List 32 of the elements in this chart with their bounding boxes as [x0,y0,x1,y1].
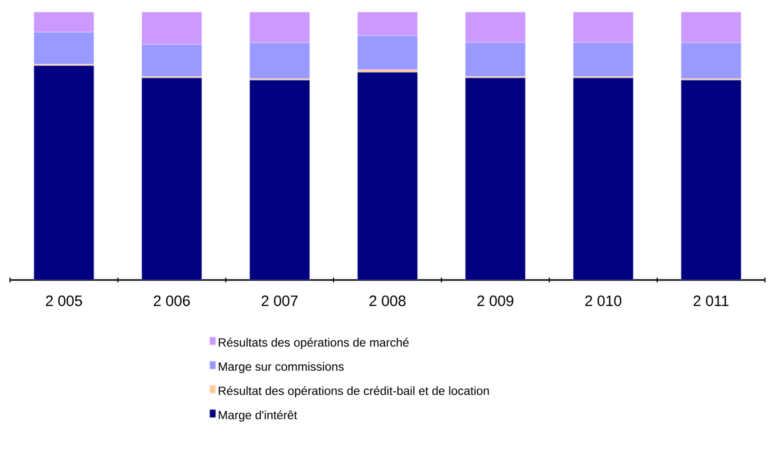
x-tick-label: 2 006 [154,296,190,306]
x-tick-label: 2 005 [46,296,82,306]
x-tick-label: 2 009 [477,296,514,306]
bar [573,12,634,43]
bar [680,80,742,280]
bar [465,78,526,280]
bar [573,42,634,77]
bar [249,12,310,44]
legend-label: Marge sur commissions [218,362,344,374]
bar [34,32,94,64]
legend-label: Marge d'intérêt [218,410,298,422]
bar [680,12,742,44]
bar [34,12,94,32]
bar [465,12,526,43]
x-tick-label: 2 007 [262,296,298,306]
bar [142,12,202,45]
bar [34,65,94,280]
bar [680,42,742,79]
x-tick-label: 2 008 [370,296,406,306]
bar [357,72,418,280]
bar [249,80,310,280]
legend-label: Résultats des opérations de marché [218,338,409,350]
legend-label: Résultat des opérations de crédit-bail et de location [218,386,489,398]
bar [465,42,526,77]
bar [357,35,418,70]
bar [142,44,202,77]
bar [357,12,418,36]
x-tick-label: 2 010 [585,296,622,306]
bar [573,78,634,280]
x-tick-label: 2 011 [694,296,728,306]
bar [142,78,202,280]
bar [249,42,310,79]
